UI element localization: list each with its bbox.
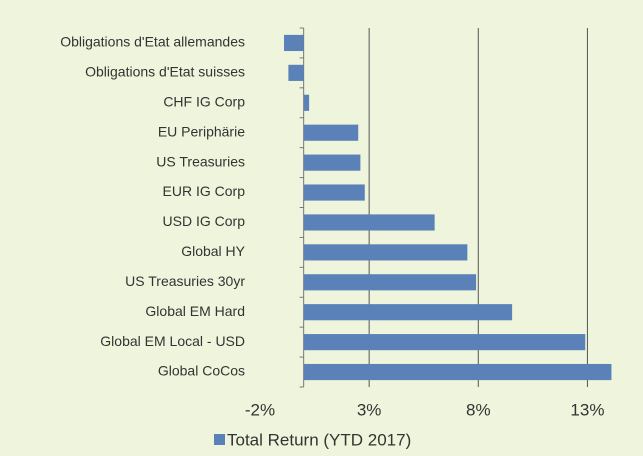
x-tick-label: 3% — [357, 400, 382, 419]
bar — [303, 244, 468, 261]
y-tick-label: Obligations d'Etat allemandes — [60, 34, 245, 50]
x-tick-label: 13% — [570, 400, 604, 419]
y-tick-label: US Treasuries 30yr — [125, 273, 245, 289]
legend-swatch — [214, 434, 225, 445]
bar — [303, 94, 310, 111]
bar — [303, 184, 365, 201]
y-tick-label: Global HY — [181, 243, 245, 259]
y-tick-label: Global EM Local - USD — [100, 333, 245, 349]
y-tick-label: EU Periphärie — [158, 123, 245, 139]
y-tick-label: US Treasuries — [156, 153, 245, 169]
bar — [284, 34, 304, 52]
x-tick-label: -2% — [245, 400, 275, 419]
y-tick-label: CHF IG Corp — [163, 93, 245, 109]
y-tick-label: Global EM Hard — [145, 303, 245, 319]
bar — [303, 124, 359, 141]
bar — [303, 334, 586, 351]
bar — [303, 274, 477, 291]
y-tick-label: USD IG Corp — [163, 213, 246, 229]
y-tick-label: Obligations d'Etat suisses — [85, 64, 245, 80]
bar — [288, 64, 304, 81]
bar — [303, 214, 435, 231]
y-tick-label: EUR IG Corp — [163, 183, 246, 199]
x-tick-label: 8% — [466, 400, 491, 419]
bar — [303, 363, 612, 381]
legend-label: Total Return (YTD 2017) — [227, 430, 411, 449]
bar — [303, 304, 513, 321]
bar — [303, 154, 361, 171]
y-tick-label: Global CoCos — [158, 363, 245, 379]
